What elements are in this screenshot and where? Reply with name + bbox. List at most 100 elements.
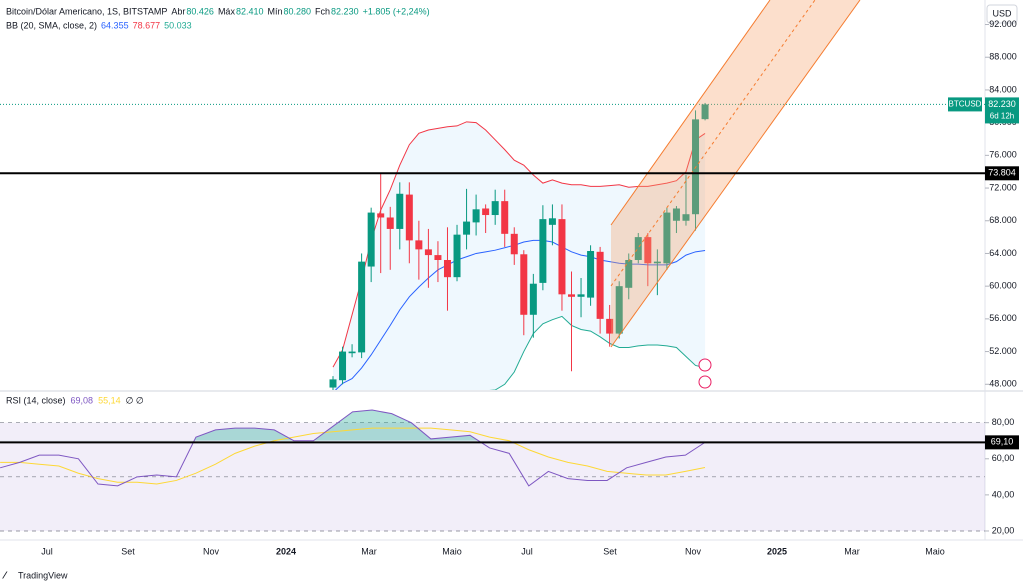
candle-body <box>472 209 480 223</box>
candle-body <box>634 237 642 260</box>
y-tick-label: 68.000 <box>989 215 1017 225</box>
x-tick-label: Mar <box>844 546 860 556</box>
legend-text: Bitcoin/Dólar Americano, 1S, BITSTAMP <box>6 6 167 16</box>
y-tick-label: 60,00 <box>992 453 1015 463</box>
symbol-label-box <box>948 97 982 112</box>
candle-body <box>491 201 499 216</box>
y-tick-label: 60.000 <box>989 281 1017 291</box>
candle-body <box>548 218 556 225</box>
overbought-fill <box>0 410 705 441</box>
x-tick-label: Nov <box>203 546 220 556</box>
x-tick-label: Mar <box>361 546 377 556</box>
legend-text: 69,08 <box>71 395 94 405</box>
candle-body <box>558 219 566 295</box>
y-tick-label: 20,00 <box>992 525 1015 535</box>
x-tick-label: Maio <box>442 546 462 556</box>
candle-body <box>339 351 347 381</box>
candle-body <box>348 351 356 354</box>
y-tick-label: 88.000 <box>989 52 1017 62</box>
y-tick-label: 72.000 <box>989 182 1017 192</box>
y-tick-label: 76.000 <box>989 150 1017 160</box>
legend-text: 80.426 <box>186 6 214 16</box>
legend-text: ∅ ∅ <box>126 395 144 405</box>
candle-body <box>482 208 490 216</box>
x-tick-label: 2025 <box>767 546 787 556</box>
band-line <box>332 121 706 368</box>
candle-body <box>443 260 451 278</box>
currency[interactable]: USD <box>992 8 1012 18</box>
candle-body <box>367 212 375 267</box>
hline-label-box <box>985 166 1019 181</box>
candle-body <box>386 217 394 229</box>
y-tick-label: 80,00 <box>992 417 1015 427</box>
candle-body <box>501 201 509 234</box>
x-tick-label: Maio <box>925 546 945 556</box>
candle-body <box>644 237 652 264</box>
y-tick-label: 92.000 <box>989 19 1017 29</box>
footer-logo: TradingView <box>18 570 68 580</box>
legend-text: Fch <box>315 6 330 16</box>
candle-body <box>606 318 614 334</box>
x-tick-label: Set <box>121 546 135 556</box>
candle-body <box>453 234 461 278</box>
x-tick-label: Nov <box>685 546 702 556</box>
rsi-line <box>0 427 706 485</box>
y-tick-label: 64.000 <box>989 248 1017 258</box>
logo-mark: ⁄ <box>2 571 8 582</box>
y-tick-label: 56.000 <box>989 313 1017 323</box>
hline-label: 73.804 <box>988 168 1016 178</box>
legend-text: Mín <box>267 6 282 16</box>
event-icon <box>698 375 712 389</box>
channel-line <box>610 0 771 226</box>
candle-body <box>424 249 432 256</box>
candle-body <box>510 233 518 255</box>
candle-body <box>682 214 690 221</box>
currency-button[interactable] <box>986 4 1018 24</box>
candle-body <box>577 294 585 297</box>
candle-body <box>329 379 337 388</box>
legend-text: Abr <box>171 6 185 16</box>
candle-body <box>615 286 623 334</box>
symbol-label: BTCUSD <box>949 100 982 109</box>
candle-body <box>377 213 385 218</box>
legend-text: Máx <box>218 6 236 16</box>
channel-midline <box>610 0 816 287</box>
candle-body <box>568 294 575 297</box>
candle-body <box>672 208 680 221</box>
candle-body <box>653 261 661 264</box>
countdown: 6d 12h <box>990 112 1014 121</box>
candle-body <box>434 255 442 260</box>
candle-body <box>405 194 413 241</box>
legend-text: 78.677 <box>133 20 161 30</box>
price-label: 82.230 <box>988 99 1016 109</box>
legend-text: RSI (14, close) <box>6 395 66 405</box>
x-tick-label: Set <box>603 546 617 556</box>
candle-body <box>415 240 423 250</box>
legend-text: BB (20, SMA, close, 2) <box>6 20 97 30</box>
candle-body <box>539 219 547 283</box>
rsi-band <box>0 422 985 531</box>
legend-text: 80.280 <box>284 6 312 16</box>
event-icons <box>698 358 712 389</box>
x-tick-label: 2024 <box>276 546 296 556</box>
legend-text: 82.410 <box>236 6 264 16</box>
candle-body <box>625 260 633 288</box>
candle-body <box>701 104 709 120</box>
rsi-line <box>0 409 706 487</box>
legend-text: +1.805 (+2,24%) <box>363 6 430 16</box>
candle-body <box>358 261 366 353</box>
y-tick-label: 48.000 <box>989 379 1017 389</box>
candle-body <box>463 221 471 235</box>
candle-body <box>529 283 537 315</box>
pane <box>0 102 985 390</box>
y-tick-label: 52.000 <box>989 346 1017 356</box>
pane <box>0 409 985 532</box>
candle-body <box>596 251 604 319</box>
price-label-box <box>985 97 1019 124</box>
candle-body <box>520 254 528 315</box>
band-line <box>334 239 706 390</box>
legend-text: 64.355 <box>101 20 129 30</box>
candle-body <box>396 193 404 229</box>
